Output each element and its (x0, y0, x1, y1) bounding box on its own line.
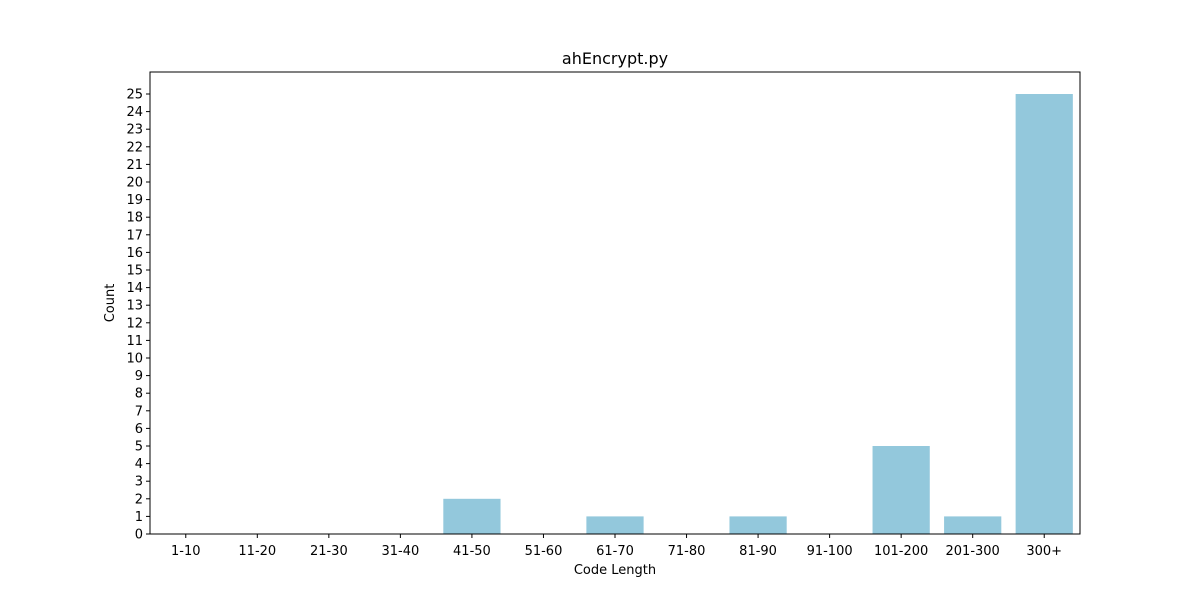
x-tick-label: 11-20 (238, 544, 276, 559)
y-axis-label: Count (103, 284, 118, 323)
y-tick-label: 22 (126, 140, 143, 155)
x-tick-label: 91-100 (807, 544, 853, 559)
y-tick-label: 6 (135, 422, 143, 437)
y-tick-label: 23 (126, 123, 143, 138)
y-tick-label: 21 (126, 158, 143, 173)
y-tick-label: 25 (126, 88, 143, 103)
bar-300+ (1015, 94, 1073, 534)
x-axis-ticks: 1-10 11-20 21-30 31-40 41-50 51-60 61-70 71-80 8… (171, 534, 1062, 559)
bar-41-50 (443, 498, 501, 534)
bar-61-70 (586, 516, 644, 534)
y-tick-label: 17 (126, 228, 143, 243)
y-tick-label: 15 (126, 264, 143, 279)
y-tick-label: 8 (135, 387, 143, 402)
y-tick-label: 9 (135, 369, 143, 384)
y-tick-label: 20 (126, 176, 143, 191)
y-tick-label: 14 (126, 281, 143, 296)
y-tick-label: 18 (126, 211, 143, 226)
x-tick-label: 1-10 (171, 544, 201, 559)
bars-group (443, 94, 1073, 534)
y-tick-label: 11 (126, 334, 143, 349)
y-tick-label: 10 (126, 352, 143, 367)
y-tick-label: 12 (126, 316, 143, 331)
x-tick-label: 81-90 (739, 544, 777, 559)
y-tick-label: 16 (126, 246, 143, 261)
bar-101-200 (872, 446, 930, 534)
x-tick-label: 71-80 (668, 544, 706, 559)
x-tick-label: 21-30 (310, 544, 348, 559)
x-tick-label: 300+ (1026, 544, 1062, 559)
y-tick-label: 7 (135, 404, 143, 419)
y-tick-label: 2 (135, 492, 143, 507)
x-axis-label: Code Length (574, 563, 656, 578)
x-tick-label: 61-70 (596, 544, 634, 559)
y-tick-label: 5 (135, 440, 143, 455)
y-tick-label: 13 (126, 299, 143, 314)
y-tick-label: 4 (135, 457, 143, 472)
bar-201-300 (944, 516, 1002, 534)
x-tick-label: 101-200 (874, 544, 928, 559)
y-tick-label: 1 (135, 510, 143, 525)
bar-81-90 (729, 516, 787, 534)
chart-title: ahEncrypt.py (562, 49, 668, 68)
y-tick-label: 19 (126, 193, 143, 208)
plot-frame (149, 71, 1081, 535)
y-tick-label: 24 (126, 105, 143, 120)
x-tick-label: 31-40 (381, 544, 419, 559)
x-tick-label: 51-60 (525, 544, 563, 559)
y-axis-ticks: 0123456789101112131415161718192021222324… (126, 88, 150, 543)
x-tick-label: 41-50 (453, 544, 491, 559)
y-tick-label: 3 (135, 475, 143, 490)
x-tick-label: 201-300 (946, 544, 1000, 559)
y-tick-label: 0 (135, 528, 143, 543)
